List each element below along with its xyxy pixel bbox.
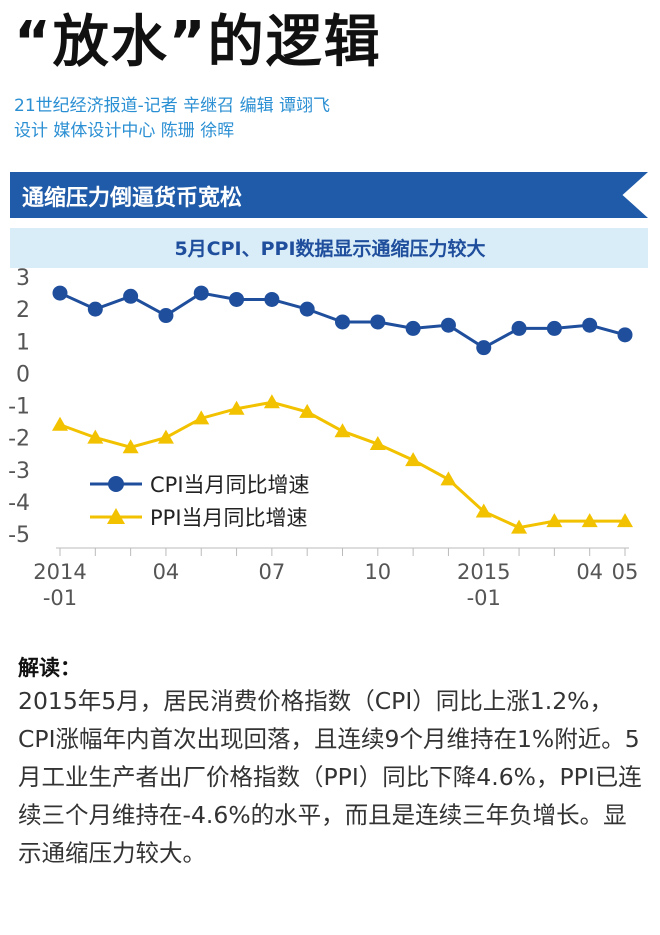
cpi-point — [440, 317, 456, 333]
x-tick-label: 2015 -01 — [457, 560, 510, 610]
y-tick-label: 0 — [16, 362, 30, 387]
ppi-point — [440, 471, 457, 486]
cpi-point — [582, 317, 598, 333]
cpi-point — [511, 320, 527, 336]
x-tick-label: 10 — [364, 560, 391, 584]
explanation-label: 解读： — [18, 656, 81, 680]
x-tick-label: 04 — [576, 560, 603, 584]
x-tick-label-line: 10 — [364, 560, 391, 584]
y-tick-label: -5 — [8, 523, 30, 548]
cpi-point — [193, 285, 209, 301]
ppi-point — [87, 429, 104, 444]
ppi-point — [228, 400, 245, 415]
legend-marker-circle — [108, 476, 124, 492]
legend-marker-triangle — [107, 508, 125, 524]
y-tick-label: 2 — [16, 298, 30, 323]
ppi-point — [546, 513, 563, 528]
ppi-point — [263, 394, 280, 409]
headline: “放水”的逻辑 — [14, 10, 382, 75]
y-tick-label: -2 — [8, 427, 30, 452]
section-title: 通缩压力倒逼货币宽松 — [22, 186, 243, 211]
x-tick-label-line: 04 — [153, 560, 180, 584]
x-tick-label-line: 2015 — [457, 560, 510, 584]
chart-container: 5月CPI、PPI数据显示通缩压力较大 3 2 1 0 -1 -2 -3 -4 -5 2014 -01… — [0, 222, 660, 632]
x-tick-label: 07 — [259, 560, 286, 584]
legend-label: CPI当月同比增速 — [150, 473, 310, 497]
x-tick-label-line: 2014 — [33, 560, 86, 584]
cpi-point — [370, 314, 386, 330]
cpi-point — [52, 285, 68, 301]
x-tick-label-line: -01 — [43, 586, 77, 610]
x-tick-label-line: 07 — [259, 560, 286, 584]
ppi-point — [193, 410, 210, 425]
ppi-point — [334, 423, 351, 438]
chart-title: 5月CPI、PPI数据显示通缩压力较大 — [174, 237, 485, 260]
ppi-point — [581, 513, 598, 528]
ppi-point — [369, 436, 386, 451]
cpi-point — [158, 308, 174, 324]
design-credit: 设计 媒体设计中心 陈珊 徐晖 — [14, 121, 235, 141]
cpi-point — [87, 301, 103, 317]
series-line-1 — [59, 400, 625, 530]
cpi-point — [229, 291, 245, 307]
credits: 21世纪经济报道-记者 辛继召 编辑 谭翊飞 设计 媒体设计中心 陈珊 徐晖 — [14, 94, 330, 144]
y-tick-label: 1 — [16, 330, 30, 355]
ppi-point — [52, 416, 68, 431]
ppi-point — [405, 452, 422, 467]
ppi-point — [157, 429, 174, 444]
cpi-point — [405, 320, 421, 336]
byline: 21世纪经济报道-记者 辛继召 编辑 谭翊飞 — [14, 96, 330, 116]
cpi-point — [617, 327, 633, 343]
x-tick-label: 2014 -01 — [33, 560, 86, 610]
y-tick-label: -4 — [8, 491, 30, 516]
section-banner: 通缩压力倒逼货币宽松 — [10, 172, 648, 218]
x-tick-label: 05 — [612, 560, 639, 584]
cpi-point — [335, 314, 350, 330]
x-tick-label-line: -01 — [467, 586, 501, 610]
x-tick-label-line: 05 — [612, 560, 639, 584]
y-tick-label: -3 — [8, 459, 30, 484]
cpi-point — [264, 291, 280, 307]
cpi-point — [123, 288, 139, 304]
chart-title-band — [10, 228, 648, 268]
cpi-point — [476, 340, 492, 356]
ppi-point — [511, 519, 528, 534]
ppi-point — [122, 439, 139, 454]
explanation-text: 2015年5月，居民消费价格指数（CPI）同比上涨1.2%，CPI涨幅年内首次出… — [18, 687, 642, 867]
cpi-point — [299, 301, 315, 317]
cpi-point — [546, 320, 562, 336]
legend-label: PPI当月同比增速 — [150, 506, 308, 530]
ppi-point — [617, 513, 633, 528]
x-tick-label: 04 — [153, 560, 180, 584]
x-tick-label-line: 04 — [576, 560, 603, 584]
y-tick-label: 3 — [16, 266, 30, 291]
y-tick-label: -1 — [8, 395, 30, 420]
ppi-point — [299, 403, 316, 418]
ppi-point — [475, 503, 492, 518]
